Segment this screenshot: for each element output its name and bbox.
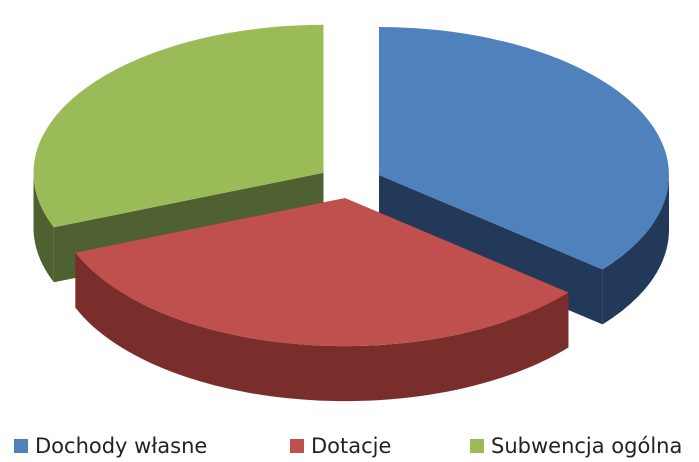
slice <box>75 198 569 347</box>
slice-side <box>602 175 669 325</box>
slice <box>379 27 669 270</box>
legend-swatch <box>290 439 304 453</box>
legend-label: Subwencja ogólna <box>491 434 682 458</box>
slice-side <box>75 252 569 402</box>
slice-side <box>33 172 54 283</box>
slice <box>33 24 324 228</box>
legend-label: Dotacje <box>311 434 391 458</box>
legend-swatch <box>470 439 484 453</box>
legend-swatch <box>14 439 28 453</box>
slice <box>75 198 569 402</box>
legend-label: Dochody własne <box>35 434 207 458</box>
